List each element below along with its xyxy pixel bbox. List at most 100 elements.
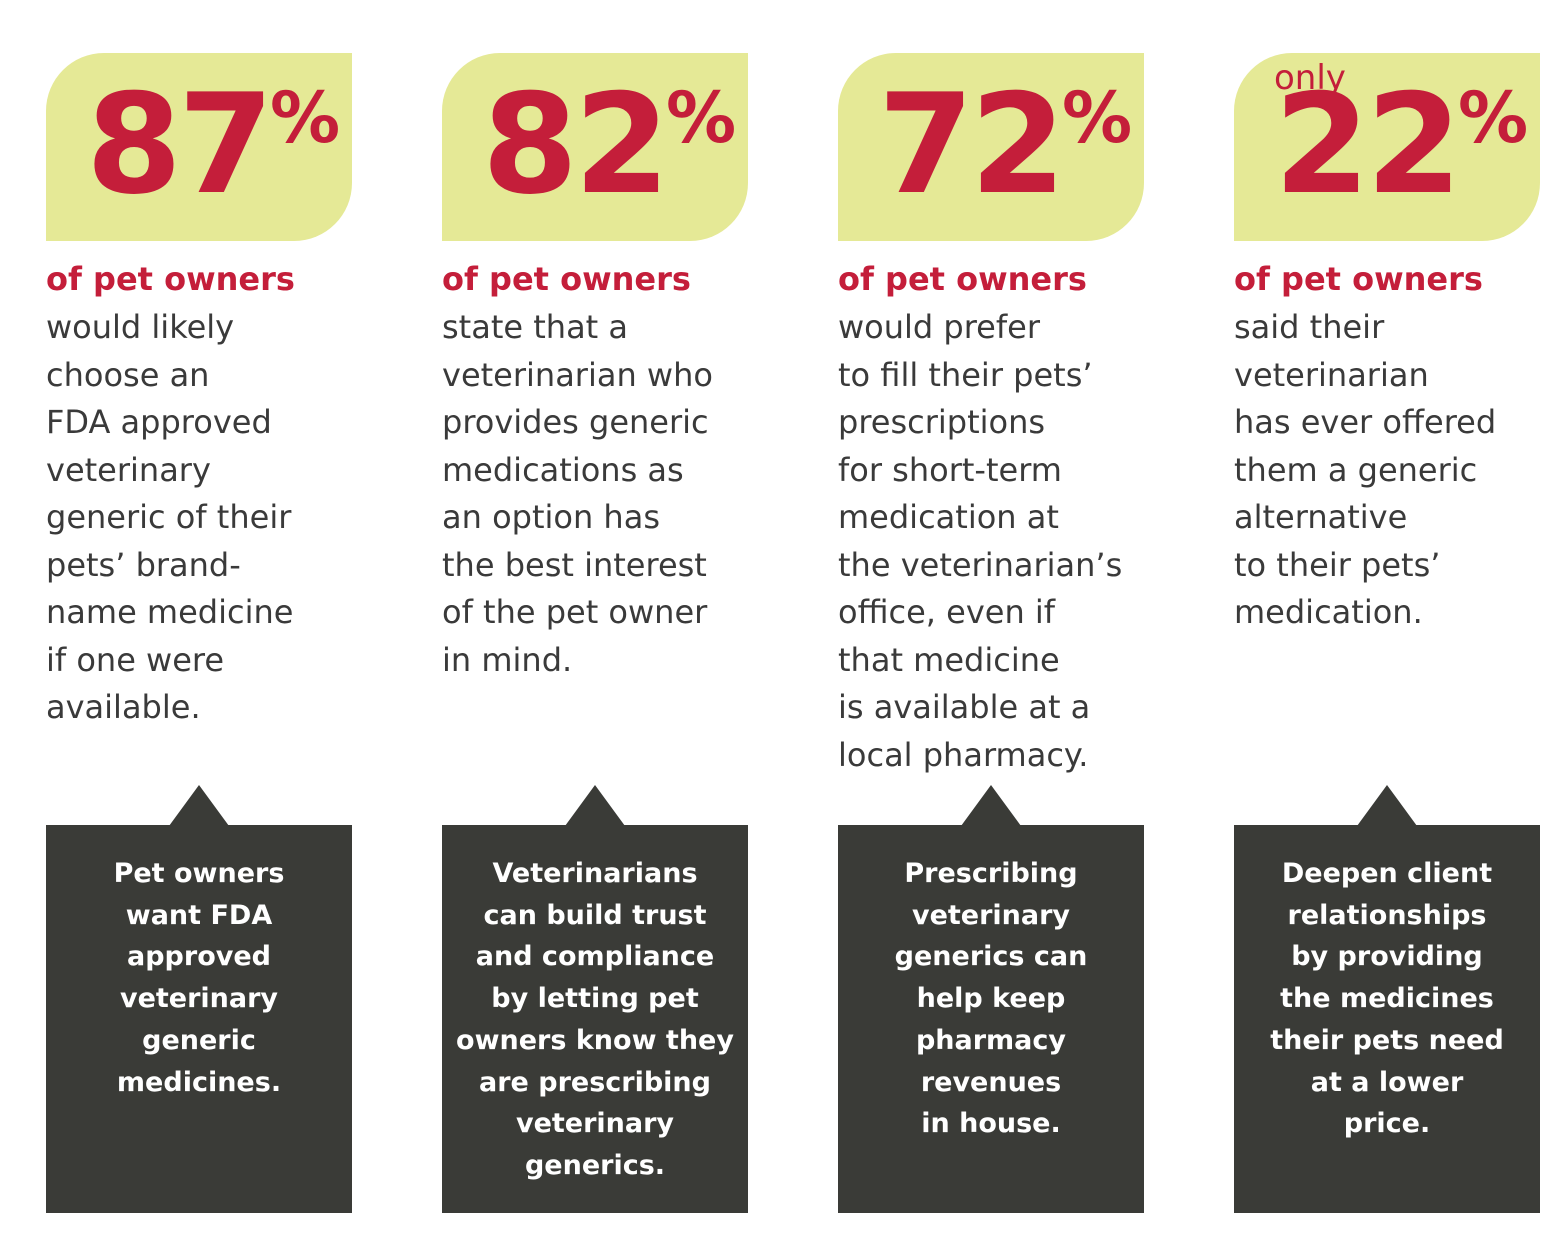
callout-text: Pet owners want FDA approved veterinary …: [46, 853, 352, 1103]
description-line: to their pets’: [1234, 545, 1441, 584]
callout-line: their pets need: [1270, 1024, 1504, 1056]
description-line: medications as: [442, 450, 684, 489]
stat-subject: of pet owners: [46, 260, 295, 298]
callout-box: Deepen client relationships by providing…: [1234, 785, 1540, 1213]
description-line: state that a: [442, 308, 628, 346]
stat-description: state that a veterinarian who provides g…: [442, 304, 762, 684]
description-line: medication.: [1234, 593, 1423, 631]
description-line: veterinarian: [1234, 355, 1429, 394]
callout-line: owners know they: [456, 1024, 734, 1056]
callout-line: want FDA: [125, 899, 273, 931]
description-line: for short-term: [838, 450, 1062, 489]
description-line: generic of their: [46, 498, 292, 536]
callout-line: pharmacy: [915, 1024, 1067, 1056]
stat-subject: of pet owners: [1234, 260, 1483, 298]
callout-arrow: [1357, 785, 1417, 826]
callout-line: veterinary: [515, 1108, 675, 1140]
callout-line: approved: [127, 941, 271, 973]
callout-box: Veterinarians can build trust and compli…: [442, 785, 748, 1213]
stat-subject: of pet owners: [442, 260, 691, 298]
stat-column-1: 87% of pet owners would likely choose an…: [46, 0, 352, 1233]
description-line: veterinarian who: [442, 355, 713, 394]
percent-sign: %: [1062, 77, 1132, 159]
stat-description: said their veterinarian has ever offered…: [1234, 304, 1554, 637]
percent-sign: %: [270, 77, 340, 159]
callout-line: generics.: [524, 1149, 666, 1181]
description-line: the veterinarian’s: [838, 545, 1123, 584]
stat-highlight-box: [1234, 53, 1540, 241]
callout-line: veterinary: [911, 899, 1071, 931]
stat-percentage: 72%: [878, 76, 1132, 233]
description-line: local pharmacy.: [838, 735, 1089, 774]
description-line: would prefer: [838, 308, 1040, 346]
description-line: an option has: [442, 498, 660, 536]
callout-line: and compliance: [475, 941, 715, 973]
description-line: pets’ brand-: [46, 545, 241, 584]
callout-box: Pet owners want FDA approved veterinary …: [46, 785, 352, 1213]
description-line: choose an: [46, 355, 210, 394]
callout-line: the medicines: [1280, 983, 1494, 1015]
callout-line: price.: [1343, 1108, 1431, 1140]
description-line: is available at a: [838, 688, 1091, 726]
callout-line: are prescribing: [479, 1066, 711, 1098]
description-line: alternative: [1234, 498, 1408, 536]
stat-highlight-box: [838, 53, 1144, 241]
description-line: FDA approved: [46, 403, 272, 441]
description-line: in mind.: [442, 640, 573, 679]
stat-value: 72: [878, 64, 1066, 225]
callout-arrow: [961, 785, 1021, 826]
stat-percentage: 82%: [482, 76, 736, 233]
stat-subject: of pet owners: [838, 260, 1087, 298]
stat-qualifier: only: [1274, 58, 1346, 98]
stat-column-4: only 22% of pet owners said their veteri…: [1234, 0, 1540, 1233]
description-line: would likely: [46, 308, 235, 346]
description-line: to fill their pets’: [838, 355, 1093, 394]
callout-text: Prescribing veterinary generics can help…: [838, 853, 1144, 1145]
callout-line: medicines.: [116, 1066, 282, 1098]
stat-percentage: 22%: [1274, 76, 1528, 233]
stat-value: 22: [1274, 64, 1462, 225]
callout-text: Deepen client relationships by providing…: [1234, 853, 1540, 1145]
description-line: veterinary: [46, 450, 211, 489]
callout-line: Deepen client: [1281, 858, 1493, 889]
callout-text: Veterinarians can build trust and compli…: [442, 853, 748, 1187]
callout-line: by letting pet: [491, 983, 699, 1015]
stat-highlight-box: [442, 53, 748, 241]
callout-line: Prescribing: [904, 858, 1078, 889]
callout-line: generics can: [894, 941, 1088, 973]
percent-sign: %: [666, 77, 736, 159]
stat-column-3: 72% of pet owners would prefer to fill t…: [838, 0, 1144, 1233]
stat-value: 82: [482, 64, 670, 225]
stat-percentage: 87%: [86, 76, 340, 233]
description-line: medication at: [838, 498, 1059, 536]
description-line: them a generic: [1234, 450, 1478, 489]
callout-line: relationships: [1287, 899, 1487, 931]
stat-value: 87: [86, 64, 274, 225]
description-line: of the pet owner: [442, 593, 708, 631]
description-line: that medicine: [838, 640, 1060, 679]
callout-line: veterinary: [119, 983, 279, 1015]
callout-line: revenues: [920, 1066, 1062, 1098]
description-line: available.: [46, 688, 201, 726]
callout-arrow: [565, 785, 625, 826]
callout-line: by providing: [1291, 941, 1483, 973]
description-line: prescriptions: [838, 403, 1046, 441]
callout-line: Veterinarians: [492, 858, 698, 889]
description-line: has ever offered: [1234, 403, 1497, 441]
callout-line: help keep: [916, 983, 1066, 1015]
stat-description: would prefer to fill their pets’ prescri…: [838, 304, 1158, 779]
callout-line: Pet owners: [113, 858, 285, 889]
stat-column-2: 82% of pet owners state that a veterinar…: [442, 0, 748, 1233]
description-line: the best interest: [442, 545, 707, 584]
callout-arrow: [169, 785, 229, 826]
description-line: said their: [1234, 308, 1385, 346]
callout-line: generic: [142, 1024, 256, 1056]
callout-line: can build trust: [483, 899, 707, 931]
callout-box: Prescribing veterinary generics can help…: [838, 785, 1144, 1213]
description-line: provides generic: [442, 403, 709, 441]
callout-line: in house.: [921, 1108, 1061, 1140]
stat-highlight-box: [46, 53, 352, 241]
description-line: if one were: [46, 640, 225, 679]
percent-sign: %: [1458, 77, 1528, 159]
callout-line: at a lower: [1310, 1066, 1464, 1098]
